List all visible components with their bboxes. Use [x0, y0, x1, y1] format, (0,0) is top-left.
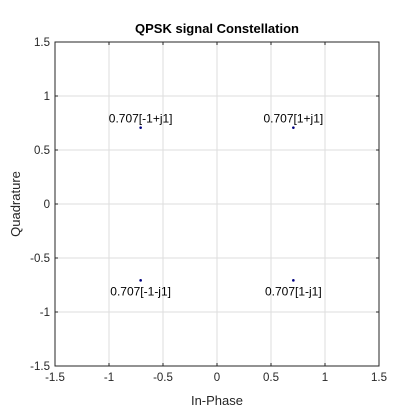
x-tick-label: -1.5 — [45, 372, 65, 384]
y-tick-label: -1.5 — [30, 361, 50, 373]
x-axis-label: In-Phase — [191, 393, 243, 408]
x-tick-label: 0 — [214, 372, 220, 384]
constellation-point — [292, 126, 295, 129]
constellation-point — [139, 279, 142, 282]
y-tick-label: 1.5 — [34, 37, 50, 49]
point-annotation: 0.707[1-j1] — [265, 284, 322, 298]
y-tick-label: 1 — [44, 91, 50, 103]
y-tick-label: 0 — [44, 199, 50, 211]
x-tick-label: 0.5 — [263, 372, 279, 384]
y-axis-label: Quadrature — [8, 171, 23, 237]
x-tick-label: 1 — [322, 372, 328, 384]
point-annotation: 0.707[-1+j1] — [109, 112, 173, 126]
point-annotation: 0.707[-1-j1] — [110, 284, 171, 298]
point-annotation: 0.707[1+j1] — [263, 112, 323, 126]
axis-ticks: -1.5 -1 -0.5 0 0.5 1 1.5 -1.5 -1 -0.5 0 0.5 1 1.5 — [30, 37, 387, 384]
x-tick-label: -1 — [104, 372, 114, 384]
y-tick-label: -0.5 — [30, 253, 50, 265]
constellation-point — [139, 126, 142, 129]
x-tick-label: -0.5 — [153, 372, 173, 384]
y-tick-label: 0.5 — [34, 145, 50, 157]
grid-lines — [55, 42, 379, 366]
constellation-point — [292, 279, 295, 282]
y-tick-label: -1 — [40, 307, 50, 319]
data-points: 0.707[1+j1] 0.707[-1+j1] 0.707[-1-j1] 0.707… — [109, 112, 323, 299]
x-tick-label: 1.5 — [371, 372, 387, 384]
chart-title: QPSK signal Constellation — [135, 21, 299, 36]
